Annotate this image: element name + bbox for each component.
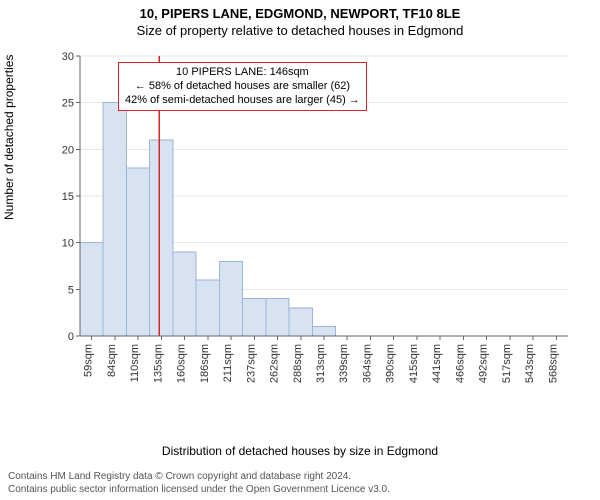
x-tick-label: 517sqm bbox=[501, 344, 513, 383]
annotation-box: 10 PIPERS LANE: 146sqm ← 58% of detached… bbox=[118, 62, 367, 111]
x-tick-label: 237sqm bbox=[245, 344, 257, 383]
footer-line-1: Contains HM Land Registry data © Crown c… bbox=[8, 471, 592, 484]
annotation-line-3: 42% of semi-detached houses are larger (… bbox=[125, 94, 360, 108]
histogram-bar bbox=[266, 299, 289, 336]
chart-container: 10, PIPERS LANE, EDGMOND, NEWPORT, TF10 … bbox=[0, 0, 600, 500]
x-tick-label: 339sqm bbox=[338, 344, 350, 383]
y-axis-label: Number of detached properties bbox=[2, 55, 16, 220]
x-tick-label: 568sqm bbox=[547, 344, 559, 383]
x-tick-label: 415sqm bbox=[408, 344, 420, 383]
histogram-bar bbox=[80, 243, 103, 336]
histogram-bar bbox=[289, 308, 312, 336]
x-tick-label: 466sqm bbox=[454, 344, 466, 383]
histogram-bar bbox=[312, 327, 335, 336]
footer-line-2: Contains public sector information licen… bbox=[8, 484, 592, 497]
x-tick-label: 262sqm bbox=[269, 344, 281, 383]
svg-text:5: 5 bbox=[68, 284, 74, 296]
x-axis-label: Distribution of detached houses by size … bbox=[0, 444, 600, 458]
svg-text:20: 20 bbox=[62, 144, 74, 156]
x-tick-label: 288sqm bbox=[292, 344, 304, 383]
svg-text:0: 0 bbox=[68, 331, 74, 343]
x-tick-label: 313sqm bbox=[315, 344, 327, 383]
annotation-line-1: 10 PIPERS LANE: 146sqm bbox=[125, 66, 360, 80]
svg-text:10: 10 bbox=[62, 238, 74, 250]
x-tick-label: 160sqm bbox=[176, 344, 188, 383]
x-tick-label: 110sqm bbox=[129, 344, 141, 382]
histogram-bar bbox=[219, 261, 242, 336]
histogram-chart: 0 5 10 15 20 25 30 59sqm 84sqm 110sqm 135sqm 160sqm… bbox=[62, 50, 572, 390]
histogram-bar bbox=[173, 252, 196, 336]
x-tick-label: 543sqm bbox=[524, 344, 536, 383]
svg-text:30: 30 bbox=[62, 51, 74, 63]
x-tick-label: 211sqm bbox=[222, 344, 234, 382]
histogram-bar bbox=[243, 299, 266, 336]
x-tick-label: 364sqm bbox=[361, 344, 373, 383]
svg-text:15: 15 bbox=[62, 191, 74, 203]
histogram-bar bbox=[126, 168, 149, 336]
x-tick-label: 59sqm bbox=[83, 344, 95, 377]
annotation-line-2: ← 58% of detached houses are smaller (62… bbox=[125, 80, 360, 94]
x-tick-label: 186sqm bbox=[199, 344, 211, 383]
x-tick-label: 135sqm bbox=[152, 344, 164, 383]
x-tick-label: 84sqm bbox=[106, 344, 118, 377]
page-subtitle: Size of property relative to detached ho… bbox=[0, 21, 600, 38]
svg-text:25: 25 bbox=[62, 98, 74, 110]
x-tick-label: 492sqm bbox=[478, 344, 490, 383]
x-tick-label: 390sqm bbox=[385, 344, 397, 383]
footer: Contains HM Land Registry data © Crown c… bbox=[8, 471, 592, 496]
page-title: 10, PIPERS LANE, EDGMOND, NEWPORT, TF10 … bbox=[0, 0, 600, 21]
x-tick-label: 441sqm bbox=[431, 344, 443, 383]
histogram-bar bbox=[103, 103, 126, 336]
histogram-bar bbox=[150, 140, 173, 336]
histogram-bar bbox=[196, 280, 219, 336]
